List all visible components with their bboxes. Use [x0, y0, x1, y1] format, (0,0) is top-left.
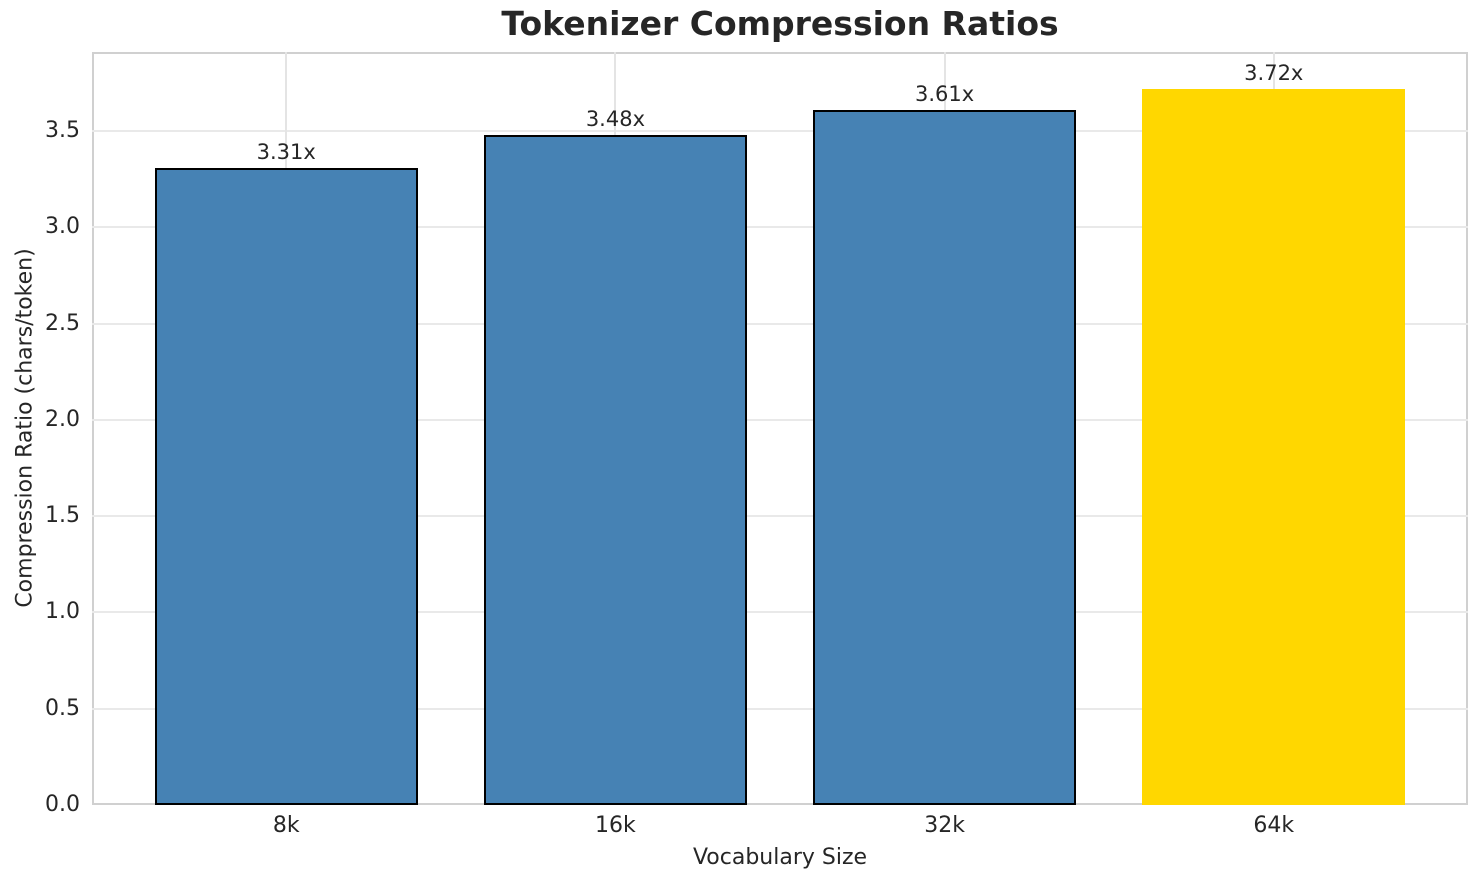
y-tick-label: 0.0	[45, 792, 80, 817]
bar-value-label: 3.61x	[914, 81, 975, 106]
chart-title: Tokenizer Compression Ratios	[501, 4, 1059, 43]
y-tick-label: 2.5	[45, 310, 80, 336]
bar	[154, 167, 418, 805]
bar-value-label: 3.31x	[256, 139, 316, 164]
y-gridline	[92, 515, 1468, 518]
y-gridline	[92, 707, 1468, 710]
x-axis-label: Vocabulary Size	[692, 845, 868, 870]
bar-value-label: 3.48x	[585, 106, 645, 131]
y-tick-label: 3.5	[45, 117, 80, 143]
x-tick-label: 8k	[272, 813, 300, 838]
y-tick-label: 1.0	[45, 599, 80, 625]
bar-value-label: 3.72x	[1244, 60, 1304, 85]
x-tick-label: 64k	[1253, 813, 1295, 838]
y-gridline	[92, 322, 1468, 325]
y-gridline	[92, 611, 1468, 614]
y-tick-label: 3.0	[45, 214, 80, 240]
x-tick-label: 16k	[595, 813, 636, 838]
y-tick-label: 1.5	[45, 503, 80, 529]
y-gridline	[92, 226, 1468, 229]
y-gridline	[92, 418, 1468, 421]
y-tick-label: 0.5	[45, 695, 80, 721]
y-gridline	[92, 129, 1468, 132]
x-tick-label: 32k	[924, 813, 965, 838]
bar-highlighted	[1142, 88, 1406, 805]
y-tick-label: 2.0	[45, 406, 80, 432]
bar	[483, 134, 748, 805]
bar	[812, 109, 1077, 805]
